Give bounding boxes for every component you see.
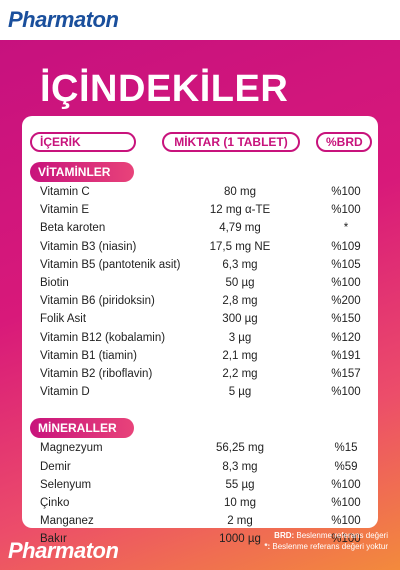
brd: %191 [331, 349, 361, 362]
ingredient: Vitamin B3 (niasin) [40, 240, 137, 253]
ingredient: Vitamin E [40, 204, 90, 217]
ingredient: Çinko [40, 497, 70, 509]
section-pill: VİTAMİNLER [30, 162, 134, 182]
brd: %200 [331, 295, 361, 308]
brd: * [343, 222, 349, 235]
brd: %100 [331, 277, 361, 289]
brd: %109 [331, 240, 361, 253]
section-pill: MİNERALLER [30, 418, 134, 439]
ingredient: Vitamin D [40, 386, 90, 399]
footnote-label: *: [264, 542, 271, 551]
logo: Pharmaton [8, 7, 119, 32]
amount: 5 µg [228, 386, 252, 399]
brd: %100 [331, 497, 361, 509]
top-bar [0, 0, 400, 40]
brd: %105 [331, 258, 361, 271]
footnote-label: BRD: [274, 531, 295, 540]
amount: 300 µg [222, 313, 258, 326]
brd: %150 [331, 313, 361, 326]
amount: 50 µg [225, 277, 255, 289]
amount: 2,1 mg [222, 349, 258, 362]
ingredient: Magnezyum [40, 442, 103, 455]
amount: 55 µg [225, 478, 255, 491]
ingredient: Vitamin B12 (kobalamin) [40, 331, 166, 344]
brd: %157 [331, 368, 361, 380]
ingredient: Vitamin B6 (piridoksin) [40, 295, 155, 308]
ingredient: Manganez [40, 515, 94, 528]
ingredient: Vitamin B5 (pantotenik asit) [40, 258, 181, 271]
ingredient: Demir [40, 460, 71, 473]
amount: 2,2 mg [222, 368, 258, 380]
footnote: BRD: Beslenme referans değeri [274, 531, 388, 540]
brd: %59 [334, 460, 358, 473]
amount: 4,79 mg [219, 222, 261, 235]
ingredient: Vitamin C [40, 186, 90, 198]
footnote: *: Beslenme referans değeri yoktur [264, 542, 388, 551]
header-pill: İÇERİK [30, 132, 136, 152]
brd: %120 [331, 331, 361, 344]
brd: %100 [331, 533, 361, 546]
amount: 17,5 mg NE [209, 240, 271, 253]
ingredient: Folik Asit [40, 313, 87, 326]
logo-bottom: Pharmaton [8, 538, 119, 563]
amount: 3 µg [228, 331, 252, 344]
amount: 80 mg [224, 186, 256, 198]
amount: 2 mg [227, 515, 253, 528]
ingredient: Beta karoten [40, 222, 106, 235]
amount: 8,3 mg [222, 460, 258, 473]
amount: 56,25 mg [216, 442, 264, 455]
brd: %15 [334, 442, 358, 455]
ingredient: Bakır [40, 533, 67, 546]
amount: 6,3 mg [222, 258, 258, 271]
footnote-text: Beslenme referans değeri [294, 531, 388, 540]
ingredient: Biotin [40, 277, 69, 289]
brd: %100 [331, 204, 361, 217]
amount: 2,8 mg [222, 295, 258, 308]
amount: 10 mg [224, 497, 256, 509]
card [22, 116, 378, 528]
header-pill: MİKTAR (1 TABLET) [162, 132, 300, 152]
ingredient: Vitamin B1 (tiamin) [40, 349, 137, 362]
amount: 12 mg α-TE [209, 204, 271, 217]
brd: %100 [331, 515, 361, 528]
brd: %100 [331, 186, 361, 198]
ingredient: Vitamin B2 (riboflavin) [40, 368, 153, 380]
ingredient: Selenyum [40, 478, 92, 491]
brd: %100 [331, 386, 361, 399]
footnote-text: Beslenme referans değeri yoktur [270, 542, 388, 551]
brd: %100 [331, 478, 361, 491]
amount: 1000 µg [219, 533, 261, 546]
title: İÇİNDEKİLER [40, 68, 289, 110]
header-pill: %BRD [316, 132, 372, 152]
